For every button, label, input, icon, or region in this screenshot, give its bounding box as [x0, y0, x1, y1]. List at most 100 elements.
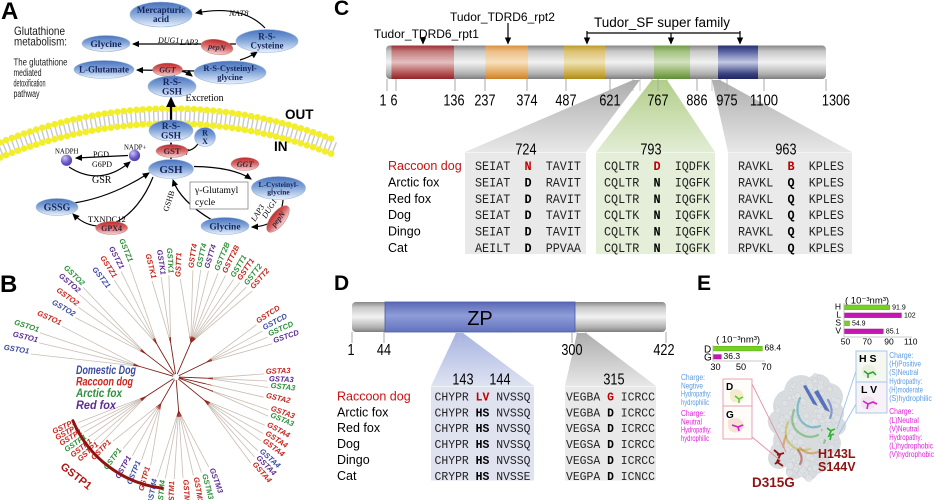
svg-text:Glycine: Glycine — [90, 40, 121, 50]
svg-text:136: 136 — [443, 93, 464, 110]
svg-text:detoxification: detoxification — [14, 78, 46, 89]
svg-text:CQLTK: CQLTK — [604, 225, 639, 240]
svg-text:RPVKL: RPVKL — [738, 241, 773, 256]
svg-text:CQLTR: CQLTR — [604, 192, 639, 207]
svg-text:GSH: GSH — [161, 132, 182, 142]
svg-text:B: B — [788, 159, 795, 174]
svg-text:Glutathione: Glutathione — [14, 24, 65, 38]
svg-text:R-S-: R-S- — [162, 122, 180, 132]
svg-text:GSTM1: GSTM1 — [167, 481, 176, 500]
svg-text:PPVAA: PPVAA — [546, 241, 581, 256]
svg-text:H: H — [835, 302, 841, 312]
svg-text:Hydropathy:: Hydropathy: — [681, 425, 712, 435]
svg-text:Q: Q — [788, 192, 795, 207]
svg-text:D: D — [704, 345, 711, 356]
svg-text:143: 143 — [452, 372, 473, 389]
svg-text:D: D — [525, 192, 532, 207]
svg-text:724: 724 — [515, 142, 536, 159]
svg-text:Tudor_TDRD6_rpt2: Tudor_TDRD6_rpt2 — [450, 10, 555, 24]
svg-text:PGD: PGD — [93, 150, 109, 159]
svg-text:( 10⁻³nm³): ( 10⁻³nm³) — [845, 296, 889, 307]
svg-text:GSTT4: GSTT4 — [186, 242, 199, 268]
svg-text:237: 237 — [474, 93, 495, 110]
svg-text:NADP+: NADP+ — [124, 145, 147, 152]
svg-text:VEGBA: VEGBA — [566, 392, 600, 405]
svg-text:Charge:: Charge: — [889, 350, 913, 360]
svg-text:G6PD: G6PD — [92, 160, 112, 169]
svg-text:767: 767 — [647, 93, 668, 110]
svg-text:D: D — [525, 241, 532, 256]
svg-text:(V)hydrophobic: (V)hydrophobic — [889, 449, 934, 459]
svg-text:ICNCC: ICNCC — [621, 471, 655, 484]
svg-text:OUT: OUT — [285, 107, 314, 122]
svg-text:Tudor_SF super family: Tudor_SF super family — [594, 15, 730, 30]
svg-text:70: 70 — [761, 362, 771, 372]
svg-text:1: 1 — [380, 93, 387, 110]
svg-text:D: D — [334, 272, 349, 295]
svg-text:SEIAT: SEIAT — [475, 192, 510, 207]
svg-text:70: 70 — [862, 337, 872, 347]
svg-text:487: 487 — [555, 93, 576, 110]
svg-text:(S)Neutral: (S)Neutral — [889, 367, 918, 377]
svg-text:γ-Glutamyl: γ-Glutamyl — [194, 186, 239, 196]
svg-text:N: N — [654, 241, 661, 256]
svg-text:KPLES: KPLES — [809, 192, 844, 207]
svg-text:G: G — [704, 353, 712, 364]
svg-text:GSTO1: GSTO1 — [36, 308, 63, 327]
svg-text:NVSSE: NVSSE — [496, 471, 530, 484]
svg-text:NAT8: NAT8 — [228, 8, 249, 18]
svg-text:TAVIT: TAVIT — [546, 159, 581, 174]
svg-text:pepN: pepN — [207, 41, 228, 53]
svg-text:NVSSQ: NVSSQ — [496, 439, 530, 452]
svg-text:GSTM4: GSTM4 — [145, 477, 159, 500]
svg-text:TAVIT: TAVIT — [546, 225, 581, 240]
svg-text:Cat: Cat — [337, 469, 357, 483]
svg-text:CHYPR: CHYPR — [435, 439, 469, 452]
svg-text:S144V: S144V — [818, 460, 856, 474]
svg-text:Dog: Dog — [388, 208, 411, 222]
svg-text:D: D — [525, 175, 532, 190]
svg-text:GSTM3: GSTM3 — [192, 476, 206, 500]
svg-text:Arctic fox: Arctic fox — [337, 405, 389, 419]
svg-text:GSTM4: GSTM4 — [181, 479, 192, 500]
svg-text:D: D — [607, 471, 614, 484]
svg-text:IQGFK: IQGFK — [675, 225, 710, 240]
svg-text:Q: Q — [788, 225, 795, 240]
svg-text:R: R — [202, 129, 208, 138]
svg-text:KPLES: KPLES — [809, 241, 844, 256]
svg-text:G: G — [607, 392, 614, 405]
svg-text:Charge:: Charge: — [889, 406, 913, 416]
svg-text:102: 102 — [904, 313, 916, 320]
svg-text:50: 50 — [736, 362, 746, 372]
svg-text:NADPH: NADPH — [55, 149, 79, 156]
svg-text:50: 50 — [841, 337, 851, 347]
svg-text:glycine: glycine — [217, 72, 243, 82]
svg-text:Neutral: Neutral — [681, 416, 702, 426]
svg-text:144: 144 — [489, 372, 510, 389]
svg-text:CHYPR: CHYPR — [435, 423, 469, 436]
svg-text:NVSSQ: NVSSQ — [496, 407, 530, 420]
svg-text:glycine: glycine — [267, 187, 290, 196]
svg-text:GSTA3: GSTA3 — [266, 366, 292, 376]
svg-text:GSSG: GSSG — [44, 203, 71, 214]
svg-text:L: L — [836, 310, 841, 320]
svg-text:315: 315 — [603, 372, 624, 389]
svg-text:CQLTK: CQLTK — [604, 208, 639, 223]
svg-text:GGT: GGT — [237, 160, 255, 169]
svg-text:Dog: Dog — [337, 437, 360, 451]
svg-text:CHYPR: CHYPR — [435, 407, 469, 420]
svg-text:LV: LV — [476, 392, 490, 405]
svg-text:1306: 1306 — [822, 93, 850, 110]
svg-text:H143L: H143L — [818, 447, 856, 461]
svg-text:Glycine: Glycine — [209, 222, 240, 232]
svg-text:Arctic fox: Arctic fox — [388, 175, 440, 189]
svg-text:GSTO1: GSTO1 — [3, 343, 30, 356]
svg-text:VEGBA: VEGBA — [566, 407, 600, 420]
svg-text:Dingo: Dingo — [337, 453, 370, 467]
svg-text:HS: HS — [476, 407, 490, 420]
svg-text:CQLTR: CQLTR — [604, 159, 639, 174]
svg-text:GSR: GSR — [92, 175, 112, 186]
svg-text:E: E — [697, 272, 711, 295]
svg-text:(L)Neutral: (L)Neutral — [889, 415, 919, 425]
svg-text:GSTK1: GSTK1 — [155, 249, 168, 275]
